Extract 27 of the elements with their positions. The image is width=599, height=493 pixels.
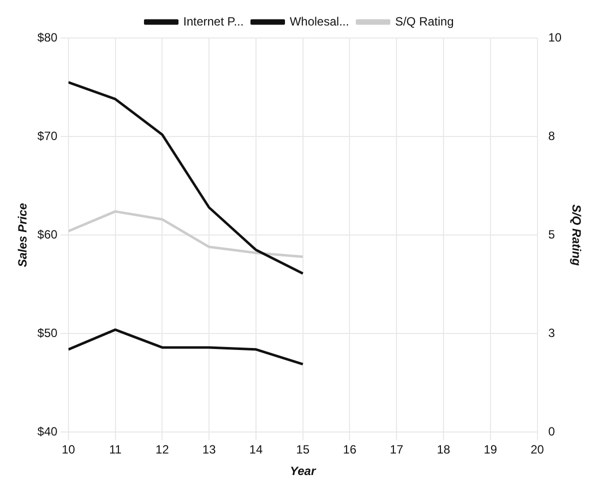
y-tick-label: $60 <box>37 227 58 242</box>
y-tick-label: $70 <box>37 128 58 143</box>
y2-tick-label: 3 <box>548 326 556 340</box>
x-tick-label: 13 <box>202 442 216 457</box>
legend-label: Wholesal... <box>290 14 350 28</box>
y2-tick-label: 8 <box>548 128 556 143</box>
x-tick-label: 12 <box>156 442 170 457</box>
x-tick-label: 20 <box>530 442 544 457</box>
legend-label: Internet P... <box>183 14 244 28</box>
x-tick-label: 15 <box>296 442 310 457</box>
y2-tick-label: 10 <box>548 30 562 44</box>
x-tick-label: 11 <box>109 442 122 457</box>
y-tick-label: $80 <box>37 30 58 44</box>
x-tick-label: 18 <box>436 442 450 457</box>
x-tick-label: 19 <box>484 442 498 457</box>
legend-label: S/Q Rating <box>395 14 454 28</box>
y-tick-label: $50 <box>37 326 58 340</box>
y2-tick-label: 0 <box>548 424 556 439</box>
x-tick-label: 10 <box>62 442 76 457</box>
x-axis-title: Year <box>290 464 317 478</box>
y-tick-label: $40 <box>37 424 58 439</box>
x-tick-label: 17 <box>390 442 404 457</box>
y2-tick-label: 5 <box>548 227 556 242</box>
y2-axis-title: S/Q Rating <box>569 204 584 266</box>
y-axis-title: Sales Price <box>16 202 30 268</box>
x-tick-label: 16 <box>343 442 357 457</box>
x-tick-label: 14 <box>249 442 263 457</box>
